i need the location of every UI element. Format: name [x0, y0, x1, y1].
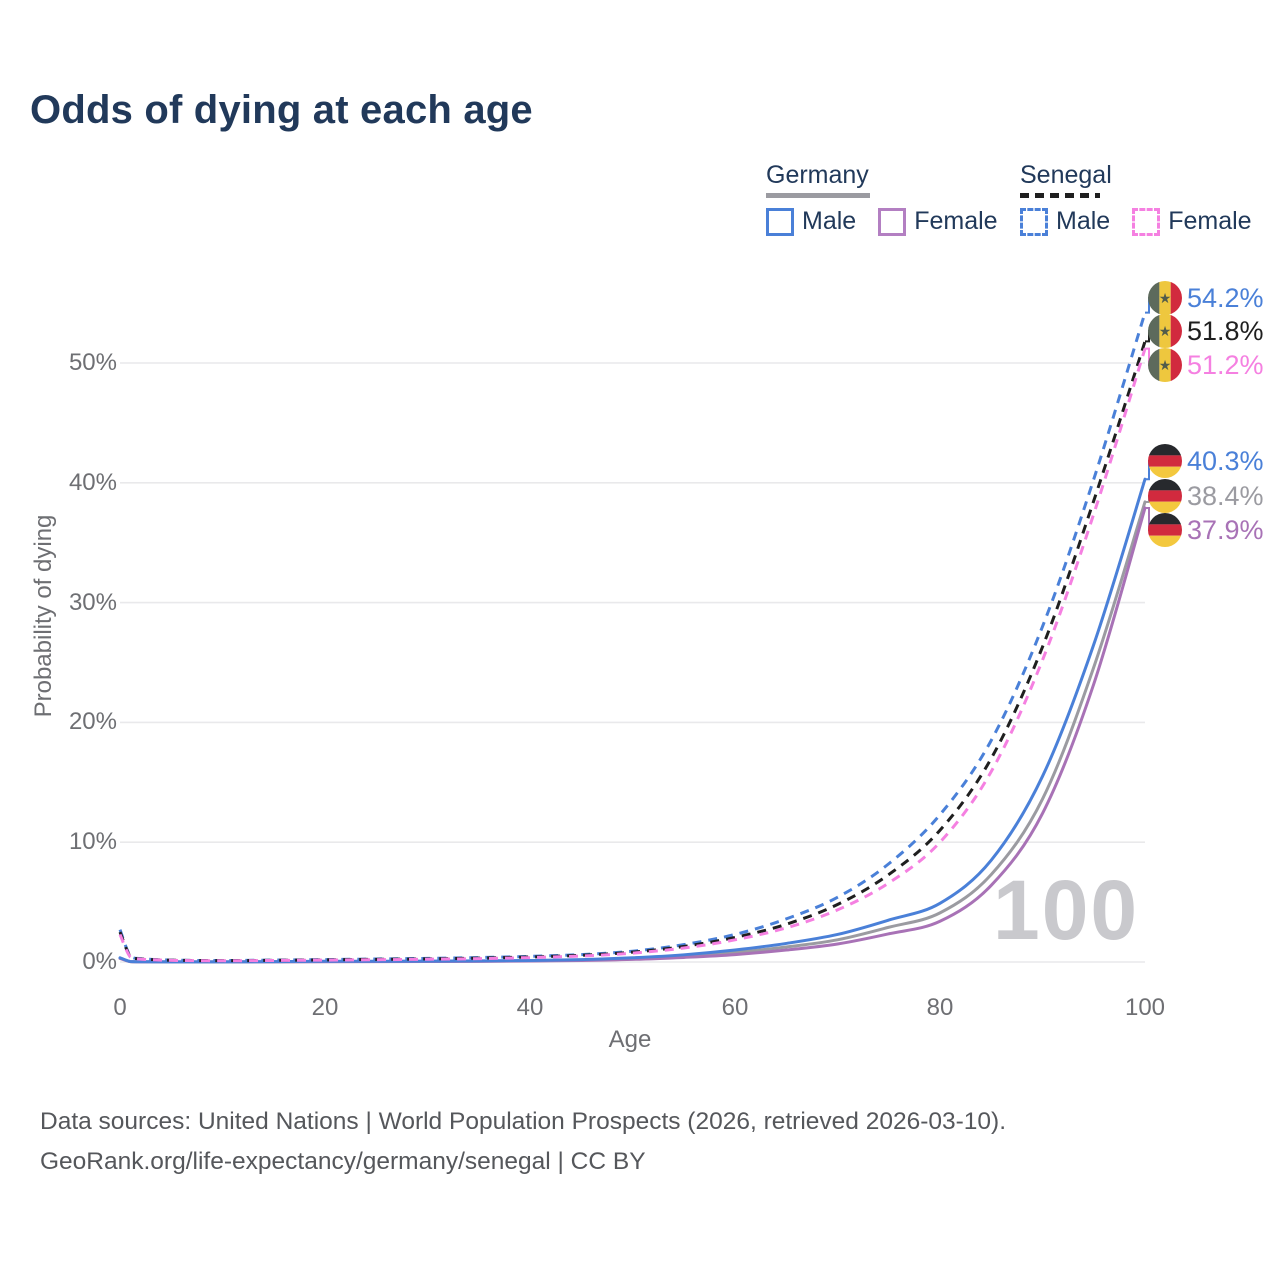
line-germany-female[interactable] [118, 506, 1147, 964]
legend-germany-label[interactable]: Germany [766, 161, 869, 189]
end-label-value: 54.2% [1187, 282, 1264, 313]
line-senegal-female[interactable] [118, 348, 1147, 963]
attribution-link-text[interactable]: GeoRank.org/life-expectancy/germany/sene… [40, 1148, 646, 1175]
senegal-dashed-line-swatch [1020, 193, 1100, 198]
y-tick-label: 50% [68, 349, 117, 376]
legend-germany-female-label: Female [914, 207, 998, 235]
end-label-value: 51.2% [1187, 349, 1264, 380]
y-tick-label: 20% [68, 708, 117, 736]
y-tick-label: 10% [68, 828, 117, 856]
senegal-female-swatch-icon [1132, 207, 1161, 236]
svg-text:★: ★ [1159, 324, 1172, 340]
legend-senegal-female-label: Female [1168, 207, 1252, 235]
legend-senegal-male-label: Male [1056, 207, 1111, 235]
x-tick-label: 60 [721, 994, 749, 1021]
germany-flag-icon [1148, 513, 1182, 547]
senegal-flag-icon: ★ [1148, 281, 1182, 315]
end-label-senegal-both[interactable]: ★ 51.8% [1148, 314, 1264, 348]
x-axis-title: Age [608, 1026, 652, 1053]
x-tick-label: 80 [926, 994, 954, 1021]
legend-senegal-female[interactable]: Female [1132, 207, 1252, 236]
end-label-value: 38.4% [1187, 480, 1264, 511]
data-sources-text: Data sources: United Nations | World Pop… [40, 1108, 1007, 1135]
senegal-male-swatch-icon [1020, 207, 1048, 236]
x-tick-label: 0 [113, 994, 127, 1021]
line-senegal-male[interactable] [118, 312, 1147, 963]
legend-senegal-male[interactable]: Male [1020, 207, 1110, 236]
chart-title: Odds of dying at each age [30, 88, 533, 132]
x-tick-label: 20 [311, 994, 339, 1021]
y-axis-title: Probability of dying [30, 514, 57, 718]
end-label-germany-female[interactable]: 37.9% [1148, 513, 1264, 547]
end-label-germany-male[interactable]: 40.3% [1148, 444, 1264, 478]
germany-solid-line-swatch [766, 193, 870, 198]
age-100-watermark: 100 [993, 863, 1140, 957]
germany-flag-icon [1148, 479, 1182, 513]
legend-germany-male[interactable]: Male [766, 207, 856, 236]
end-label-senegal-male[interactable]: ★ 54.2% [1148, 281, 1264, 315]
germany-male-swatch-icon [766, 207, 794, 236]
end-label-senegal-female[interactable]: ★ 51.2% [1148, 348, 1264, 382]
end-label-germany-both[interactable]: 38.4% [1148, 479, 1264, 513]
end-label-value: 51.8% [1187, 315, 1264, 346]
germany-female-swatch-icon [878, 207, 907, 236]
legend-germany-male-label: Male [802, 207, 857, 235]
svg-text:★: ★ [1159, 358, 1172, 374]
x-tick-label: 40 [516, 994, 544, 1021]
legend-senegal: Senegal Male Female [1020, 161, 1252, 236]
senegal-flag-icon: ★ [1148, 314, 1182, 348]
y-tick-label: 40% [68, 468, 117, 496]
legend-germany-female[interactable]: Female [878, 207, 998, 236]
line-germany-both[interactable] [118, 500, 1147, 964]
y-tick-label: 0% [82, 948, 117, 975]
germany-flag-icon [1148, 444, 1182, 478]
legend-senegal-label[interactable]: Senegal [1020, 161, 1112, 189]
senegal-flag-icon: ★ [1148, 348, 1182, 382]
end-label-value: 37.9% [1187, 514, 1264, 545]
legend-germany: Germany Male Female [766, 161, 998, 236]
end-label-value: 40.3% [1187, 445, 1264, 476]
svg-text:★: ★ [1159, 291, 1172, 307]
y-tick-label: 30% [68, 588, 117, 616]
x-tick-label: 100 [1124, 994, 1166, 1021]
line-senegal-both[interactable] [118, 340, 1147, 963]
line-germany-male[interactable] [118, 477, 1147, 964]
